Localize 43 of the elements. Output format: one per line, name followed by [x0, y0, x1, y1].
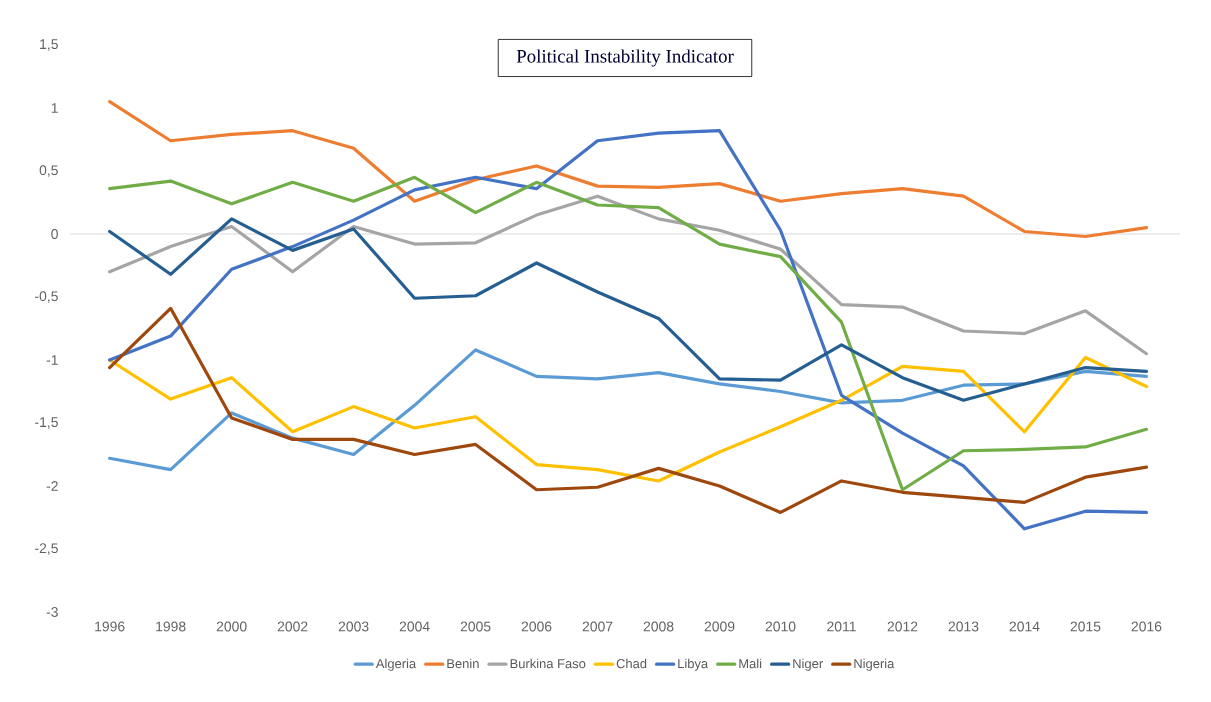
- legend-label: Algeria: [375, 658, 417, 671]
- x-tick-label: 2012: [887, 621, 918, 632]
- x-tick-label: 2006: [521, 621, 552, 632]
- legend-label: Mali: [739, 658, 762, 669]
- x-tick-label: 2002: [277, 621, 308, 632]
- y-tick-label: -1,5: [35, 417, 58, 429]
- x-tick-label: 2014: [1009, 621, 1040, 632]
- line-series: [108, 175, 1149, 492]
- x-tick-label: 2008: [643, 621, 674, 632]
- x-tick-label: 2015: [1070, 621, 1101, 632]
- legend-label: Nigeria: [854, 658, 895, 671]
- x-tick-label: 1998: [156, 621, 186, 632]
- y-tick-label: -1: [46, 355, 58, 365]
- legend-label: Burkina Faso: [510, 658, 586, 669]
- chart-title: Political Instability Indicator: [516, 49, 734, 67]
- x-tick-label: 2016: [1131, 621, 1162, 632]
- y-tick-label: -3: [46, 607, 58, 617]
- legend-label: Niger: [793, 658, 823, 671]
- x-tick-label: 1996: [95, 621, 125, 632]
- x-tick-label: 2007: [582, 621, 613, 632]
- y-tick-label: 1: [51, 103, 58, 113]
- x-tick-label: 2004: [399, 621, 430, 632]
- y-tick-label: 0: [51, 229, 58, 239]
- legend-label: Libya: [678, 658, 709, 671]
- line-series: [108, 100, 1149, 239]
- y-tick-label: -0,5: [35, 291, 58, 303]
- legend-label: Chad: [616, 658, 647, 669]
- x-tick-label: 2003: [338, 621, 369, 632]
- x-tick-label: 2000: [216, 621, 247, 632]
- y-tick-label: -2,5: [35, 543, 58, 555]
- y-tick-label: -2: [46, 481, 58, 491]
- y-tick-label: 1,5: [40, 39, 58, 51]
- y-tick-label: 0,5: [39, 165, 58, 177]
- legend-label: Benin: [447, 658, 479, 669]
- x-tick-label: 2010: [765, 621, 796, 632]
- line-series: [108, 129, 1149, 531]
- x-tick-label: 2011: [827, 621, 856, 632]
- x-tick-label: 2013: [948, 621, 979, 632]
- x-tick-label: 2005: [460, 621, 491, 632]
- line-series: [108, 217, 1149, 402]
- line-series: [108, 306, 1149, 515]
- x-tick-label: 2009: [704, 621, 735, 632]
- line-series: [108, 194, 1149, 356]
